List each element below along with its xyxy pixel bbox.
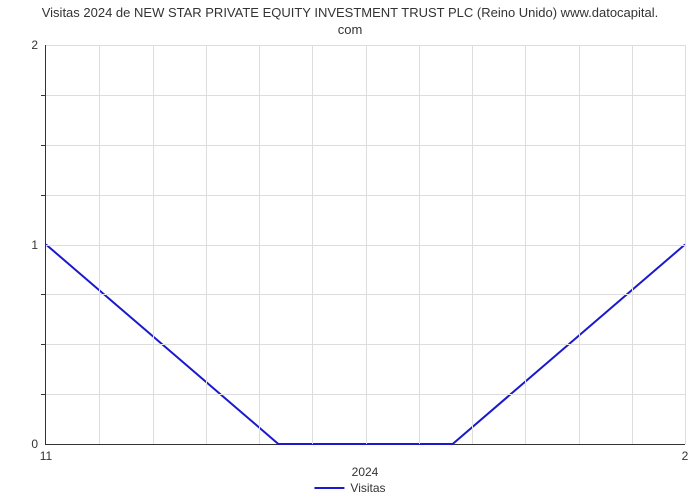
y-tick-mark bbox=[41, 394, 46, 395]
legend: Visitas bbox=[314, 481, 385, 495]
grid-line-vertical bbox=[685, 45, 686, 444]
y-tick-label: 2 bbox=[31, 38, 38, 52]
grid-line-horizontal-minor bbox=[46, 344, 685, 345]
legend-line-icon bbox=[314, 487, 344, 489]
grid-line-horizontal-minor bbox=[46, 294, 685, 295]
x-tick-label-left: 11 bbox=[40, 449, 52, 463]
y-tick-mark bbox=[41, 294, 46, 295]
y-tick-label: 1 bbox=[31, 238, 38, 252]
y-tick-mark bbox=[41, 95, 46, 96]
chart-container: 012112 2024 bbox=[45, 45, 685, 445]
grid-line-horizontal-minor bbox=[46, 195, 685, 196]
chart-title: Visitas 2024 de NEW STAR PRIVATE EQUITY … bbox=[0, 0, 700, 39]
y-tick-label: 0 bbox=[31, 437, 38, 451]
y-tick-mark bbox=[41, 344, 46, 345]
x-axis-center-label: 2024 bbox=[352, 465, 379, 479]
x-tick-label-right: 2 bbox=[682, 449, 689, 463]
y-tick-mark bbox=[41, 195, 46, 196]
grid-line-horizontal-minor bbox=[46, 145, 685, 146]
title-line-2: com bbox=[338, 22, 363, 37]
y-tick-mark bbox=[41, 145, 46, 146]
legend-label: Visitas bbox=[350, 481, 385, 495]
grid-line-horizontal-minor bbox=[46, 394, 685, 395]
plot-area: 012112 bbox=[45, 45, 685, 445]
grid-line-horizontal bbox=[46, 45, 685, 46]
grid-line-horizontal bbox=[46, 245, 685, 246]
title-line-1: Visitas 2024 de NEW STAR PRIVATE EQUITY … bbox=[42, 5, 659, 20]
grid-line-horizontal-minor bbox=[46, 95, 685, 96]
